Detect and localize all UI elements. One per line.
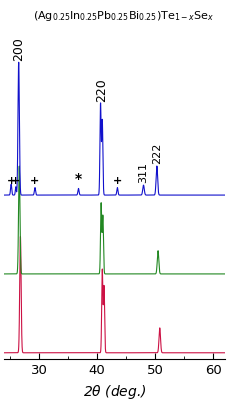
Text: +: + [113,176,122,186]
Text: (Ag$_{0.25}$In$_{0.25}$Pb$_{0.25}$Bi$_{0.25}$)Te$_{1-x}$Se$_x$: (Ag$_{0.25}$In$_{0.25}$Pb$_{0.25}$Bi$_{0… [33,9,214,23]
Text: +: + [7,176,16,186]
Text: +: + [11,176,20,186]
Text: 311: 311 [138,162,148,183]
Text: 220: 220 [95,78,108,102]
Text: +: + [30,176,39,186]
Text: *: * [75,172,82,186]
Text: 200: 200 [12,37,25,61]
Text: 222: 222 [152,143,162,164]
X-axis label: 2$\theta$ (deg.): 2$\theta$ (deg.) [83,383,146,401]
